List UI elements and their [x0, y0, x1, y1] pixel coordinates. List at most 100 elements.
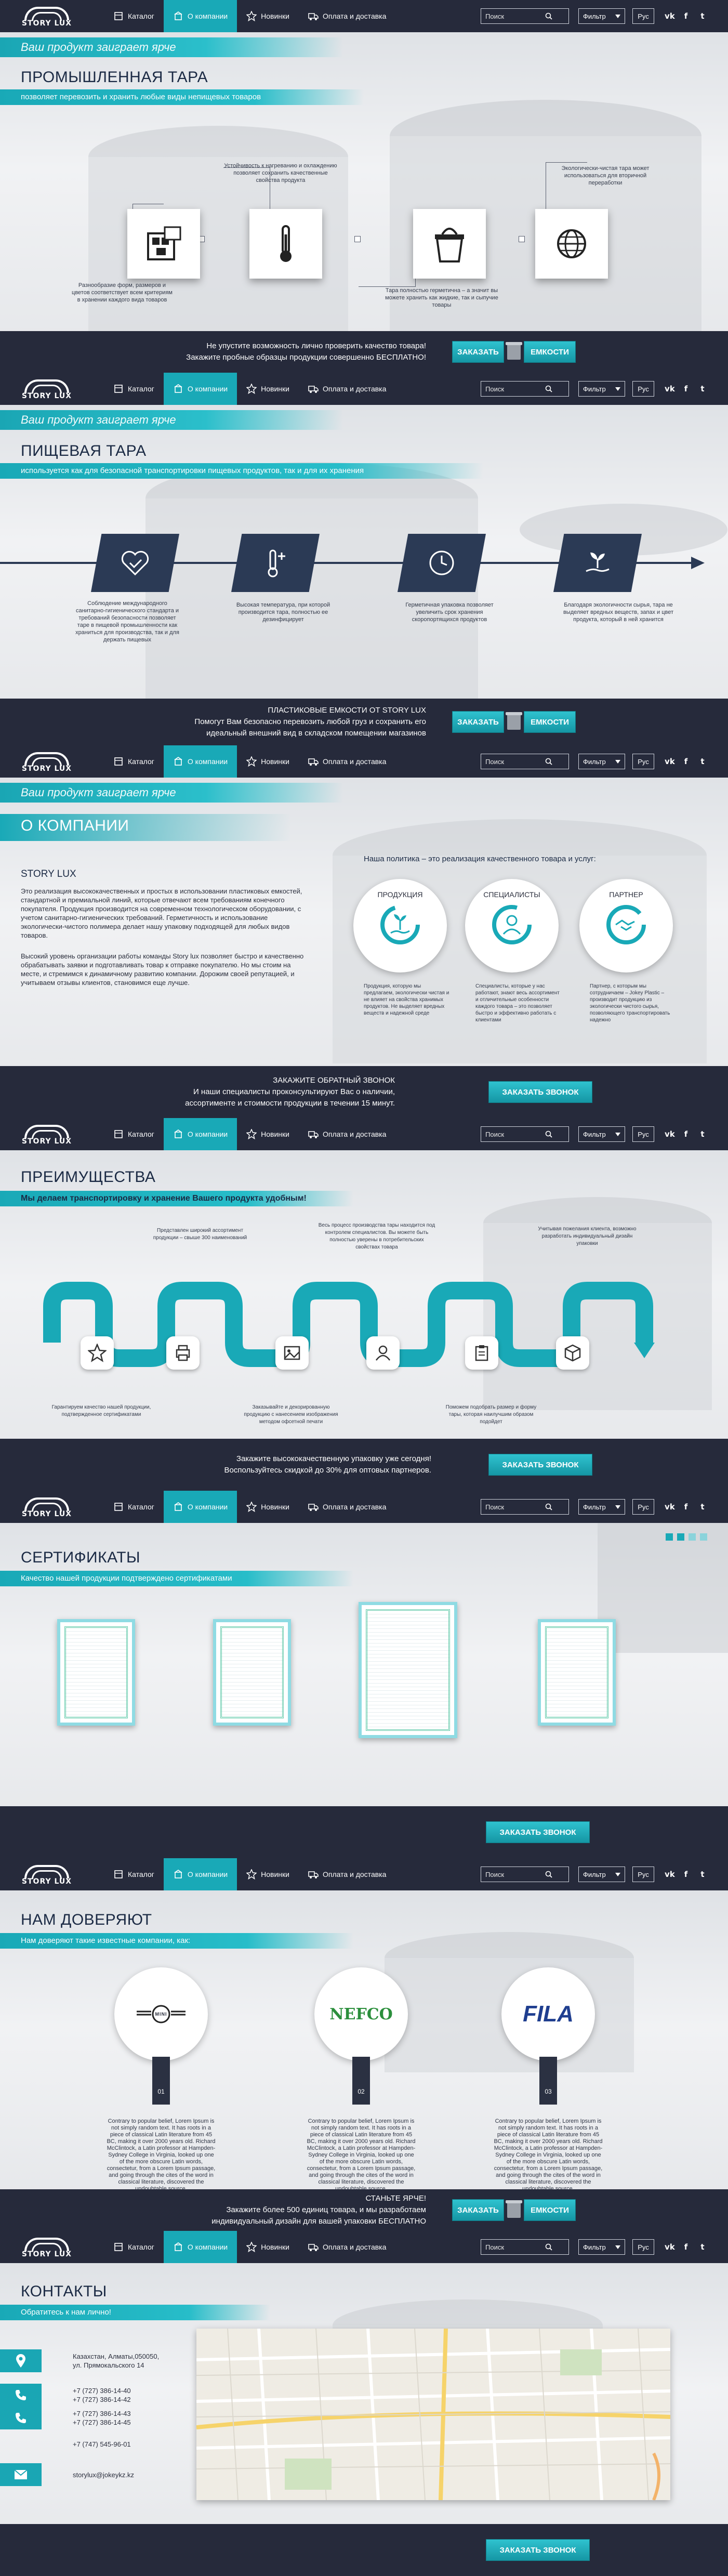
menu-about[interactable]: О компании [163, 1858, 237, 1890]
call-back-button[interactable]: ЗАКАЗАТЬ ЗВОНОК [488, 1081, 592, 1103]
twitter-icon[interactable]: t [700, 757, 705, 766]
vk-icon[interactable]: vk [665, 1870, 675, 1879]
twitter-icon[interactable]: t [700, 1502, 705, 1512]
menu-new[interactable]: Новинки [237, 1491, 299, 1523]
phone-number[interactable]: +7 (727) 386-14-45 [73, 2419, 131, 2426]
language-select[interactable]: Рус [632, 1126, 654, 1142]
search-input[interactable]: Поиск [481, 381, 569, 397]
twitter-icon[interactable]: t [700, 1870, 705, 1879]
slider-dot[interactable] [700, 1533, 707, 1541]
call-back-button[interactable]: ЗАКАЗАТЬ ЗВОНОК [486, 2539, 590, 2561]
facebook-icon[interactable]: f [684, 757, 688, 766]
menu-catalog[interactable]: Каталог [104, 1118, 164, 1150]
menu-about[interactable]: О компании [163, 2231, 237, 2263]
menu-new[interactable]: Новинки [237, 1118, 299, 1150]
search-icon[interactable] [525, 1131, 568, 1138]
menu-catalog[interactable]: Каталог [104, 0, 164, 32]
certificate-image[interactable] [213, 1619, 291, 1726]
menu-delivery[interactable]: Оплата и доставка [299, 1491, 395, 1523]
search-icon[interactable] [525, 2243, 568, 2251]
menu-new[interactable]: Новинки [237, 1858, 299, 1890]
containers-button[interactable]: ЕМКОСТИ [524, 2199, 576, 2221]
menu-about[interactable]: О компании [163, 1118, 237, 1150]
search-input[interactable]: Поиск [481, 1867, 569, 1882]
menu-catalog[interactable]: Каталог [104, 373, 164, 405]
logo[interactable]: STORY LUX [21, 1863, 73, 1886]
phone-number[interactable]: +7 (727) 386-14-43 [73, 2410, 131, 2417]
language-select[interactable]: Рус [632, 1867, 654, 1882]
filter-select[interactable]: Фильтр [578, 1867, 625, 1882]
twitter-icon[interactable]: t [700, 2242, 705, 2252]
call-back-button[interactable]: ЗАКАЗАТЬ ЗВОНОК [486, 1821, 590, 1843]
search-input[interactable]: Поиск [481, 8, 569, 24]
phone-number[interactable]: +7 (727) 386-14-42 [73, 2396, 131, 2403]
vk-icon[interactable]: vk [665, 1502, 675, 1512]
vk-icon[interactable]: vk [665, 757, 675, 766]
logo[interactable]: STORY LUX [21, 750, 73, 773]
filter-select[interactable]: Фильтр [578, 1126, 625, 1142]
menu-about[interactable]: О компании [163, 1491, 237, 1523]
containers-button[interactable]: ЕМКОСТИ [524, 341, 576, 363]
twitter-icon[interactable]: t [700, 1129, 705, 1139]
language-select[interactable]: Рус [632, 8, 654, 24]
email-link[interactable]: storylux@jokeykz.kz [73, 2470, 134, 2479]
logo[interactable]: STORY LUX [21, 1495, 73, 1518]
language-select[interactable]: Рус [632, 381, 654, 397]
vk-icon[interactable]: vk [665, 2242, 675, 2252]
search-icon[interactable] [525, 12, 568, 20]
menu-delivery[interactable]: Оплата и доставка [299, 373, 395, 405]
menu-new[interactable]: Новинки [237, 0, 299, 32]
language-select[interactable]: Рус [632, 754, 654, 769]
search-icon[interactable] [525, 758, 568, 765]
menu-catalog[interactable]: Каталог [104, 1491, 164, 1523]
filter-select[interactable]: Фильтр [578, 1499, 625, 1515]
facebook-icon[interactable]: f [684, 1129, 688, 1139]
slider-dot[interactable] [689, 1533, 696, 1541]
language-select[interactable]: Рус [632, 2239, 654, 2255]
logo[interactable]: STORY LUX [21, 377, 73, 400]
search-icon[interactable] [525, 1871, 568, 1878]
vk-icon[interactable]: vk [665, 1129, 675, 1139]
menu-catalog[interactable]: Каталог [104, 1858, 164, 1890]
slider-dot[interactable] [677, 1533, 684, 1541]
menu-catalog[interactable]: Каталог [104, 2231, 164, 2263]
menu-delivery[interactable]: Оплата и доставка [299, 2231, 395, 2263]
logo[interactable]: STORY LUX [21, 5, 73, 28]
menu-delivery[interactable]: Оплата и доставка [299, 1118, 395, 1150]
filter-select[interactable]: Фильтр [578, 381, 625, 397]
filter-select[interactable]: Фильтр [578, 754, 625, 769]
twitter-icon[interactable]: t [700, 11, 705, 21]
menu-catalog[interactable]: Каталог [104, 745, 164, 778]
phone-number[interactable]: +7 (727) 386-14-40 [73, 2387, 131, 2395]
certificate-image[interactable] [57, 1619, 135, 1726]
map-widget[interactable] [196, 2329, 670, 2500]
search-input[interactable]: Поиск [481, 1126, 569, 1142]
twitter-icon[interactable]: t [700, 384, 705, 393]
menu-new[interactable]: Новинки [237, 2231, 299, 2263]
facebook-icon[interactable]: f [684, 1870, 688, 1879]
menu-delivery[interactable]: Оплата и доставка [299, 0, 395, 32]
search-icon[interactable] [525, 385, 568, 392]
search-input[interactable]: Поиск [481, 2239, 569, 2255]
search-input[interactable]: Поиск [481, 754, 569, 769]
menu-new[interactable]: Новинки [237, 745, 299, 778]
menu-delivery[interactable]: Оплата и доставка [299, 1858, 395, 1890]
facebook-icon[interactable]: f [684, 384, 688, 393]
logo[interactable]: STORY LUX [21, 1123, 73, 1146]
slider-dot[interactable] [666, 1533, 673, 1541]
order-button[interactable]: ЗАКАЗАТЬ [452, 711, 504, 733]
filter-select[interactable]: Фильтр [578, 8, 625, 24]
vk-icon[interactable]: vk [665, 384, 675, 393]
menu-about[interactable]: О компании [163, 0, 237, 32]
search-input[interactable]: Поиск [481, 1499, 569, 1515]
call-back-button[interactable]: ЗАКАЗАТЬ ЗВОНОК [488, 1454, 592, 1476]
order-button[interactable]: ЗАКАЗАТЬ [452, 2199, 504, 2221]
facebook-icon[interactable]: f [684, 1502, 688, 1512]
menu-about[interactable]: О компании [163, 373, 237, 405]
menu-delivery[interactable]: Оплата и доставка [299, 745, 395, 778]
menu-about[interactable]: О компании [163, 745, 237, 778]
menu-new[interactable]: Новинки [237, 373, 299, 405]
logo[interactable]: STORY LUX [21, 2236, 73, 2258]
filter-select[interactable]: Фильтр [578, 2239, 625, 2255]
order-button[interactable]: ЗАКАЗАТЬ [452, 341, 504, 363]
